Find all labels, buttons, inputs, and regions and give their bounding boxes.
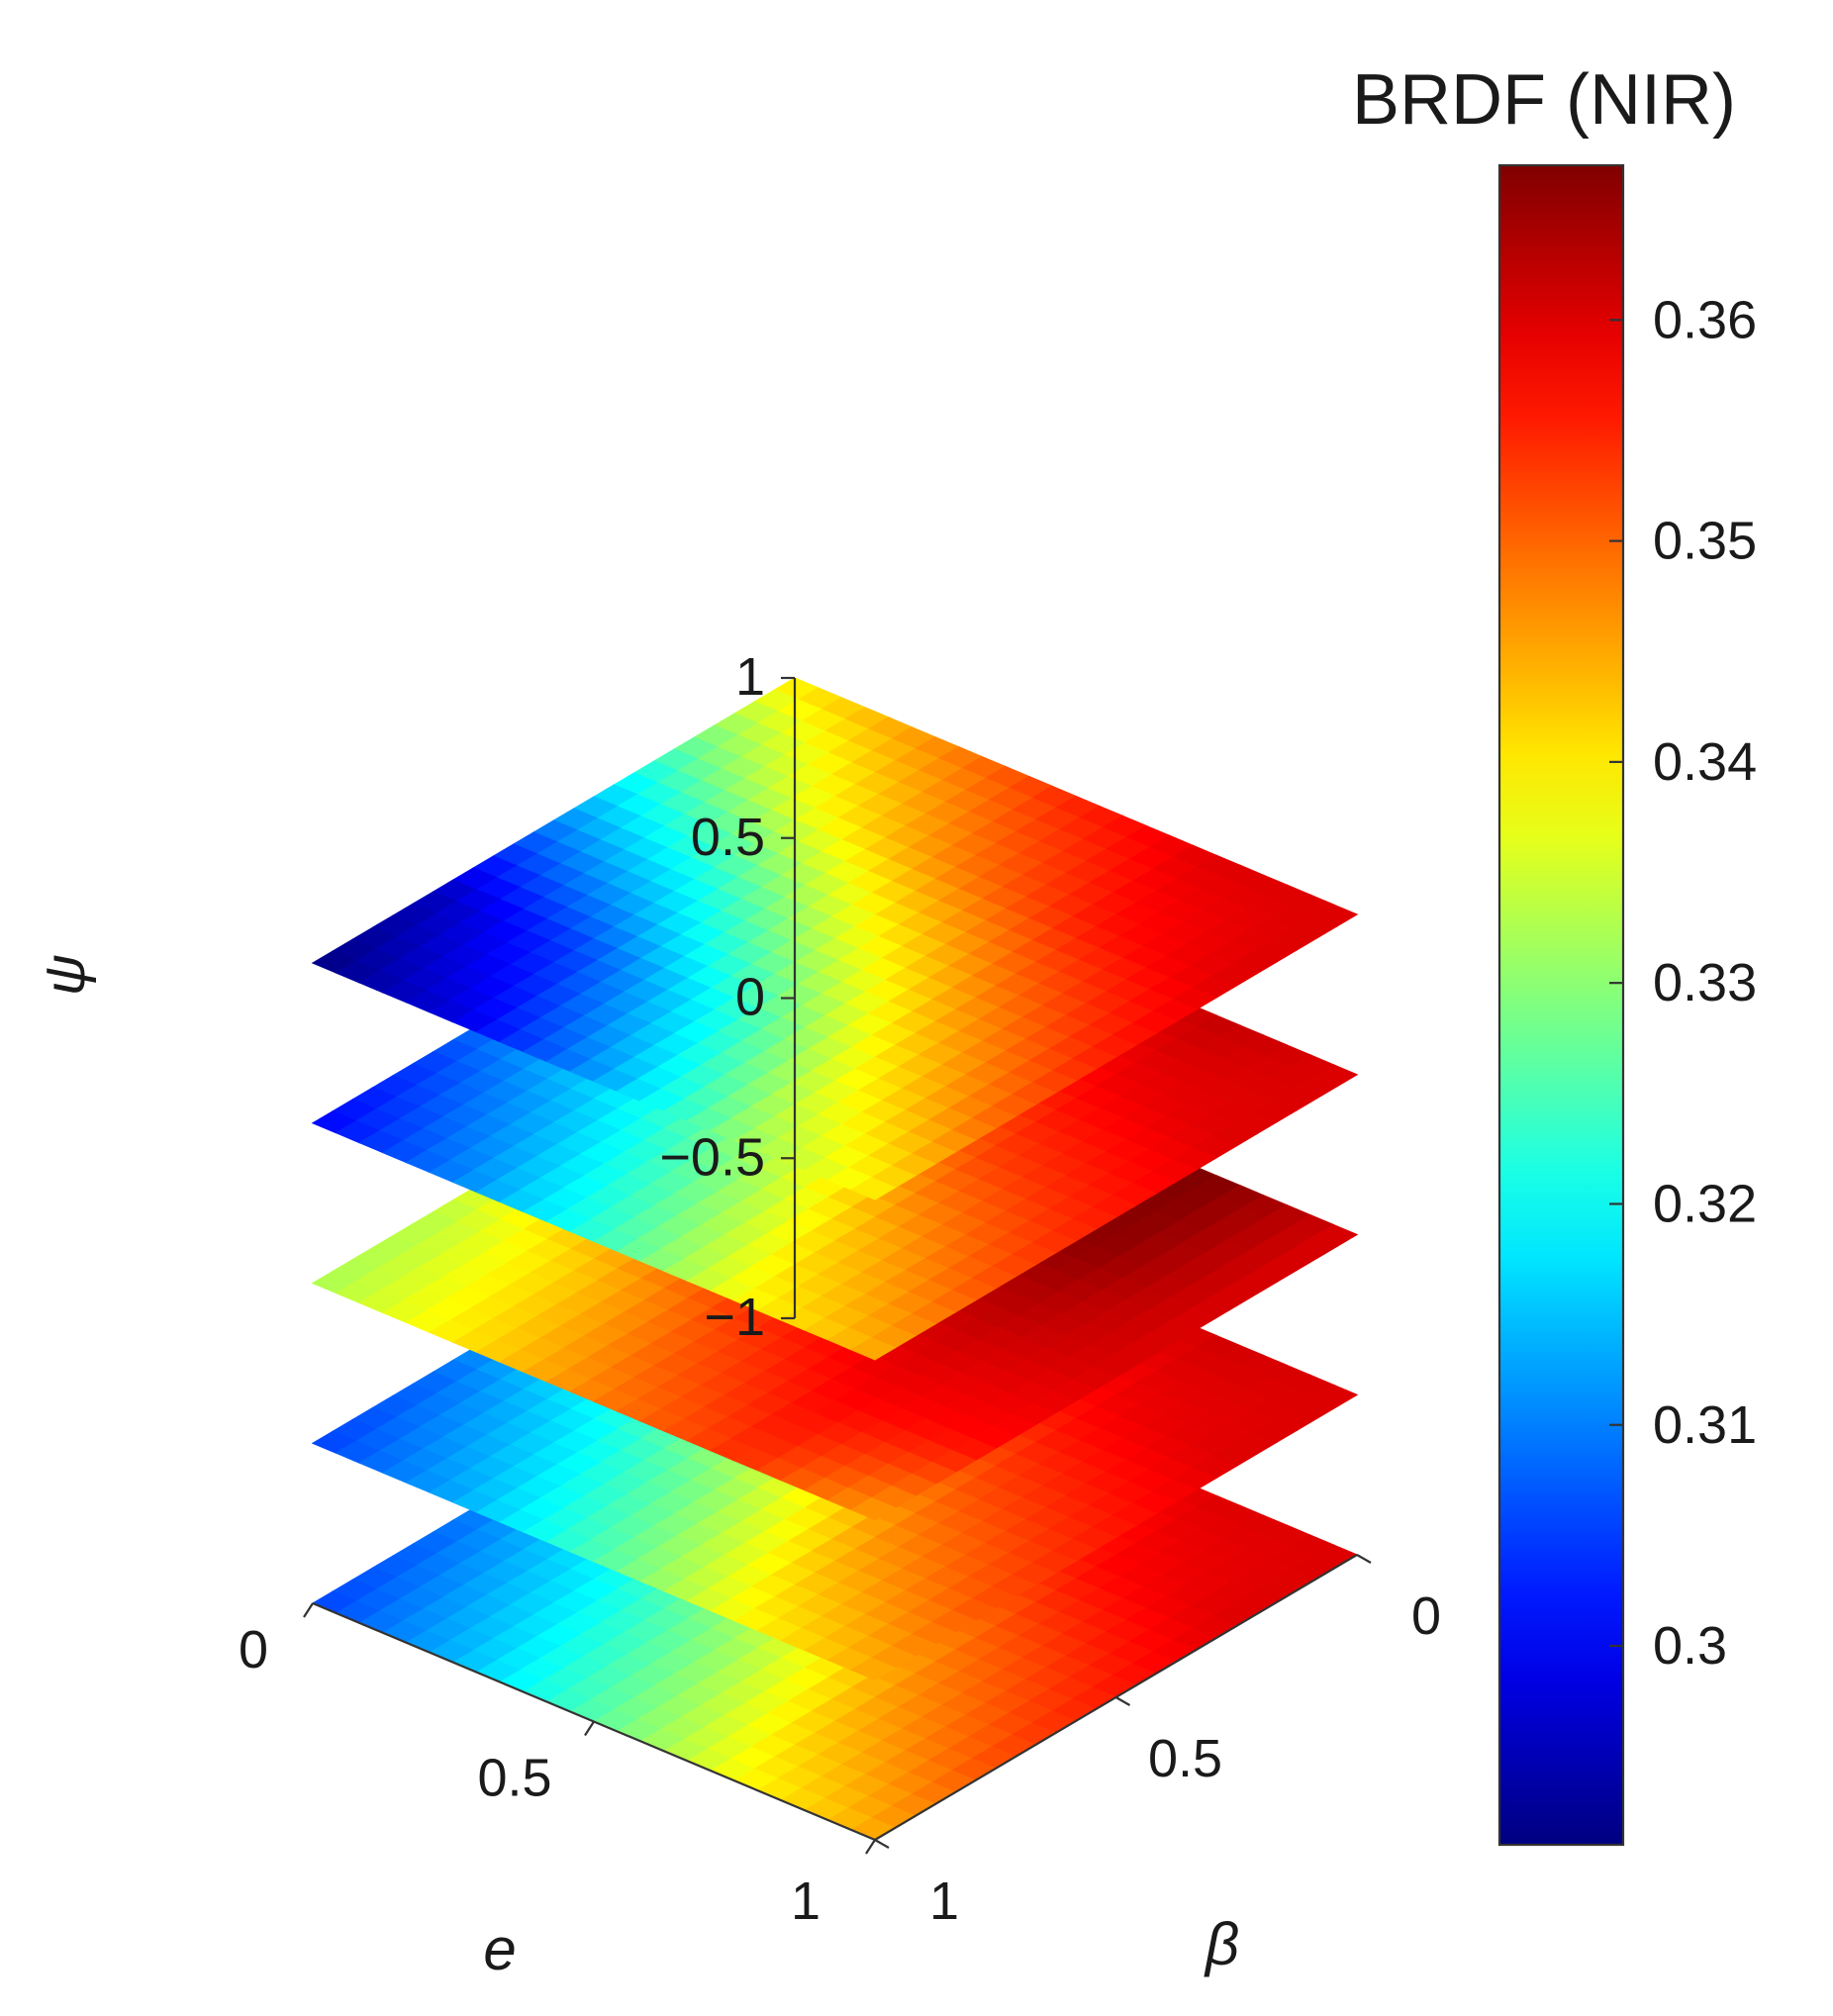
beta-tick — [1114, 1696, 1131, 1706]
colorbar-tick-label: 0.34 — [1653, 732, 1757, 792]
colorbar-tick-label: 0.36 — [1653, 290, 1757, 349]
beta-tick — [1356, 1554, 1372, 1564]
beta-tick-label: 0.5 — [1148, 1729, 1222, 1788]
beta-tick — [874, 1839, 890, 1849]
colorbar-tick-label: 0.31 — [1653, 1395, 1757, 1455]
psi-tick-label: −0.5 — [659, 1127, 765, 1187]
e-tick-label: 0.5 — [477, 1749, 551, 1808]
slice-cell — [849, 1496, 897, 1521]
e-axis-label: e — [483, 1916, 516, 1982]
psi-tick-label: 0 — [735, 968, 765, 1027]
slice-cell — [849, 1657, 897, 1680]
colorbar-tick-label: 0.32 — [1653, 1174, 1757, 1233]
e-tick-label: 0 — [239, 1620, 268, 1680]
psi-tick-label: 0.5 — [691, 808, 765, 867]
brdf-slices — [311, 677, 1359, 1841]
colorbar-tick-label: 0.35 — [1653, 512, 1757, 571]
slice-psi-1 — [311, 677, 1359, 1200]
colorbar-label: BRDF (NIR) — [1352, 60, 1736, 140]
psi-tick-label: −1 — [704, 1288, 765, 1347]
beta-tick-label: 0 — [1411, 1586, 1441, 1646]
slice-cell — [849, 1177, 897, 1200]
psi-axis: −1 −0.5 0 0.5 1 ψ — [33, 647, 797, 1347]
e-tick — [865, 1839, 876, 1855]
colorbar: 0.3 0.31 0.32 0.33 0.34 0.35 0.36 BRDF (NIR) — [1352, 60, 1757, 1847]
beta-axis-label: β — [1204, 1911, 1239, 1977]
slice-cell — [849, 1337, 897, 1361]
colorbar-tick-label: 0.3 — [1653, 1616, 1727, 1676]
e-tick — [303, 1602, 314, 1618]
beta-tick-label: 1 — [929, 1872, 959, 1931]
e-tick — [584, 1720, 595, 1737]
psi-tick-label: 1 — [735, 647, 765, 707]
floor-axes: 0 0.5 1 e 0 0.5 1 β — [239, 1554, 1441, 1982]
psi-axis-label: ψ — [33, 954, 97, 996]
e-tick-label: 1 — [791, 1872, 820, 1931]
colorbar-gradient — [1497, 163, 1625, 1847]
colorbar-tick-label: 0.33 — [1653, 953, 1757, 1012]
